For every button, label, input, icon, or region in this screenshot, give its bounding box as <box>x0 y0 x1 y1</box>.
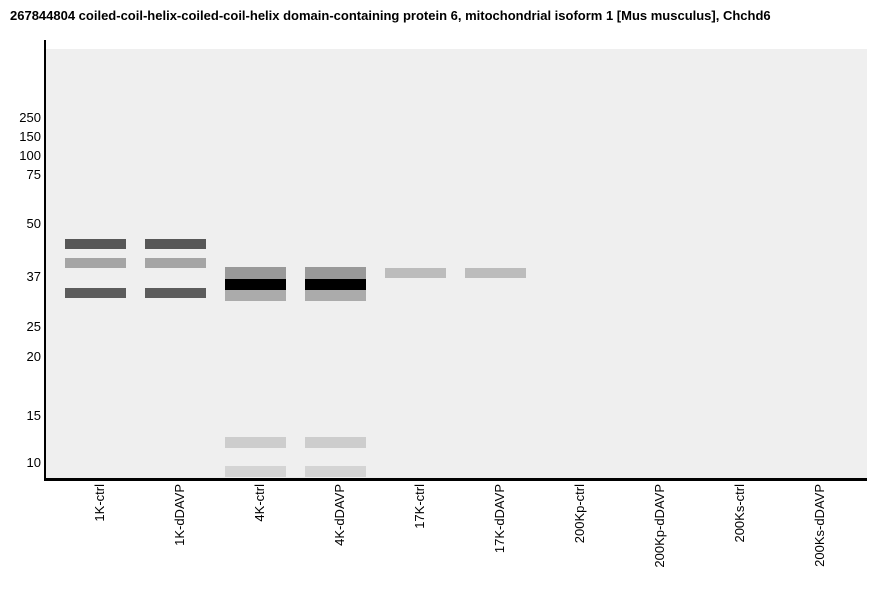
gel-band <box>305 437 366 448</box>
gel-band <box>465 268 526 278</box>
mw-marker-label: 150 <box>19 129 41 144</box>
gel-band <box>385 268 446 278</box>
mw-marker-label: 10 <box>26 455 41 470</box>
lane-label: 4K-dDAVP <box>332 484 347 546</box>
gel-band <box>305 466 366 477</box>
gel-band <box>145 258 206 268</box>
lane-label: 4K-ctrl <box>252 484 267 522</box>
gel-band <box>225 466 286 477</box>
gel-band <box>305 267 366 279</box>
y-axis-line <box>44 40 46 481</box>
gel-band <box>305 290 366 301</box>
mw-marker-label: 15 <box>26 408 41 423</box>
mw-marker-label: 75 <box>26 167 41 182</box>
gel-band <box>225 267 286 279</box>
lane-label: 1K-ctrl <box>92 484 107 522</box>
gel-band <box>65 288 126 298</box>
gel-band <box>225 279 286 290</box>
x-axis-line <box>44 478 867 481</box>
lane-label: 1K-dDAVP <box>172 484 187 546</box>
gel-band <box>305 279 366 290</box>
lane-label: 17K-ctrl <box>412 484 427 529</box>
mw-marker-label: 50 <box>26 216 41 231</box>
gel-band <box>65 258 126 268</box>
lane-label: 200Kp-ctrl <box>572 484 587 544</box>
figure-title: 267844804 coiled-coil-helix-coiled-coil-… <box>10 8 771 23</box>
lane-label: 200Ks-ctrl <box>732 484 747 543</box>
gel-band <box>225 290 286 301</box>
lane-label: 200Ks-dDAVP <box>812 484 827 567</box>
gel-band <box>145 288 206 298</box>
lane-label: 200Kp-dDAVP <box>652 484 667 568</box>
mw-marker-label: 250 <box>19 110 41 125</box>
gel-band <box>225 437 286 448</box>
mw-marker-label: 100 <box>19 148 41 163</box>
mw-marker-label: 25 <box>26 319 41 334</box>
mw-marker-label: 20 <box>26 349 41 364</box>
gel-band <box>145 239 206 249</box>
mw-marker-label: 37 <box>26 269 41 284</box>
lane-label: 17K-dDAVP <box>492 484 507 554</box>
gel-band <box>65 239 126 249</box>
